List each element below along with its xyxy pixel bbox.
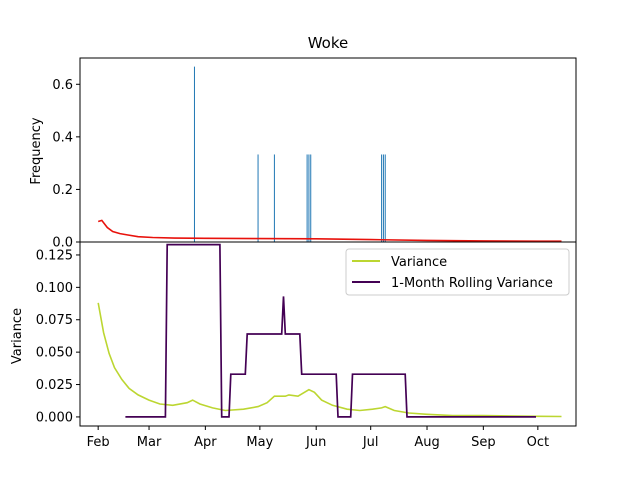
bottom-plot-area: 0.000 0.025 0.050 0.075 0.100 0.125 Feb Mar Apr… <box>10 241 577 450</box>
x-tick-label: Aug <box>414 435 439 450</box>
top-y-tick-label: 0.2 <box>52 183 73 198</box>
bottom-y-axis-ticks: 0.000 0.025 0.050 0.075 0.100 0.125 <box>36 248 80 425</box>
bottom-y-tick-label: 0.025 <box>36 378 73 393</box>
legend: Variance 1-Month Rolling Variance <box>345 248 570 296</box>
rolling-variance-series-line <box>125 243 536 418</box>
top-y-axis-label: Frequency <box>29 117 44 184</box>
bottom-y-tick-label: 0.050 <box>36 346 73 361</box>
bottom-y-tick-label: 0.075 <box>36 313 73 328</box>
bottom-y-tick-label: 0.100 <box>36 281 73 296</box>
bottom-y-tick-label: 0.125 <box>36 248 73 263</box>
x-tick-label: May <box>246 435 273 450</box>
x-tick-label: Sep <box>471 435 496 450</box>
variance-series-line <box>97 302 562 418</box>
x-tick-label: Jun <box>305 435 326 450</box>
bottom-axes-frame <box>79 241 577 427</box>
x-tick-label: Feb <box>87 435 110 450</box>
top-axes-frame <box>79 57 577 243</box>
rolling-frequency-series-line <box>97 219 562 242</box>
top-y-axis-ticks: 0.0 0.2 0.4 0.6 <box>52 78 80 251</box>
x-tick-label: Jul <box>362 435 379 450</box>
chart-title: Woke <box>308 34 349 52</box>
rolling-frequency-line <box>97 219 562 242</box>
legend-box <box>345 248 570 296</box>
legend-label-rolling-variance: 1-Month Rolling Variance <box>391 276 553 291</box>
top-y-tick-label: 0.4 <box>52 130 73 145</box>
bottom-y-axis-label: Variance <box>10 308 25 364</box>
top-y-tick-label: 0.0 <box>52 236 73 251</box>
bottom-y-tick-label: 0.000 <box>36 410 73 425</box>
x-axis-ticks: Feb Mar Apr May Jun Jul Aug Sep Oct <box>87 426 549 450</box>
x-tick-label: Apr <box>194 435 217 450</box>
top-y-tick-label: 0.6 <box>52 78 73 93</box>
x-tick-label: Mar <box>137 435 162 450</box>
frequency-bars <box>193 66 386 242</box>
legend-label-variance: Variance <box>391 255 447 270</box>
variance-lines <box>97 243 562 418</box>
top-plot-area: 0.0 0.2 0.4 0.6 Frequency <box>29 57 577 251</box>
x-tick-label: Oct <box>527 435 549 450</box>
